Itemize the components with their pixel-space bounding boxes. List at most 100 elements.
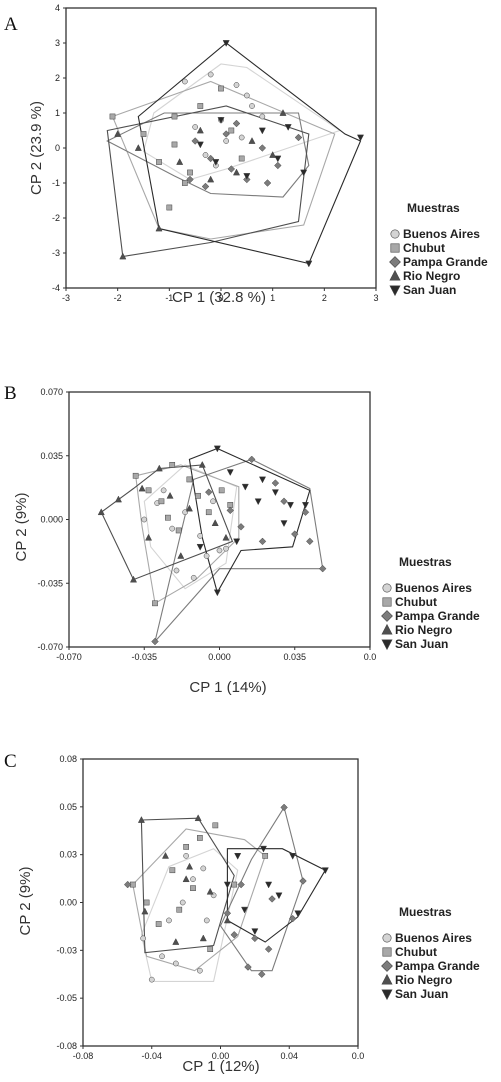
panel-b-point-san-juan xyxy=(213,445,221,453)
panel-a-point-rio-negro xyxy=(134,144,142,151)
panel-c-point-rio-negro xyxy=(182,875,190,883)
panel-a-point-pampa-grande xyxy=(258,144,267,152)
panel-b-x-tick-label: 0.035 xyxy=(283,652,306,662)
panel-b-point-pampa-grande xyxy=(237,523,245,531)
panel-a-y-tick-label: 3 xyxy=(55,38,60,48)
panel-c-legend-label-pampa-grande: Pampa Grande xyxy=(395,959,480,973)
panel-b-y-tick-label: 0.000 xyxy=(40,515,63,525)
panel-a-point-rio-negro xyxy=(269,151,277,158)
panel-a-point-buenos-aires xyxy=(181,78,188,85)
panel-b-point-rio-negro xyxy=(129,575,138,583)
panel-a-point-buenos-aires xyxy=(202,152,209,158)
panel-a-legend-label-san-juan: San Juan xyxy=(403,283,456,297)
panel-c-point-chubut xyxy=(212,822,219,829)
panel-b-y-tick-label: -0.035 xyxy=(37,578,63,588)
panel-c-point-san-juan xyxy=(289,853,297,860)
panel-a-point-rio-negro xyxy=(232,168,241,176)
panel-b-point-chubut xyxy=(218,487,225,494)
panel-b-point-rio-negro xyxy=(166,491,174,499)
panel-a-point-pampa-grande xyxy=(274,161,282,170)
panel-a-point-rio-negro xyxy=(119,252,127,260)
panel-a-point-rio-negro xyxy=(207,175,215,183)
panel-b-point-buenos-aires xyxy=(216,547,223,554)
panel-c-label: C xyxy=(4,751,17,772)
panel-c-point-buenos-aires xyxy=(172,960,179,967)
panel-c-plot-frame xyxy=(82,758,359,1047)
panel-b-legend-label-buenos-aires: Buenos Aires xyxy=(395,581,472,595)
panel-b-point-buenos-aires xyxy=(223,545,229,552)
panel-b-y-tick-label: 0.035 xyxy=(40,451,63,461)
panel-a-legend-label-rio-negro: Rio Negro xyxy=(403,269,460,283)
panel-c-point-san-juan xyxy=(259,845,268,853)
panel-b-point-buenos-aires xyxy=(141,516,148,523)
panel-b-plot-frame xyxy=(68,391,371,648)
panel-c-point-rio-negro xyxy=(137,816,145,823)
panel-c-point-buenos-aires xyxy=(183,853,189,859)
panel-c-point-pampa-grande xyxy=(244,963,252,971)
panel-b-point-san-juan xyxy=(254,498,262,506)
panel-b-chart: -0.070 -0.035 0.000 0.035 0.0 0.070 0.035 0.000… xyxy=(37,387,376,662)
panel-b-y-axis-title: CP 2 (9%) xyxy=(13,493,30,562)
panel-c-x-tick-label: -0.04 xyxy=(141,1051,162,1061)
panel-c-point-rio-negro xyxy=(206,887,214,895)
panel-c-point-san-juan xyxy=(223,881,231,889)
panel-b-point-san-juan xyxy=(280,520,288,528)
panel-b-point-san-juan xyxy=(196,543,204,551)
panel-a-legend-marker-pampa-grande xyxy=(389,256,401,268)
panel-b-point-pampa-grande xyxy=(280,497,288,506)
panel-c-x-tick-label: 0.04 xyxy=(280,1051,298,1061)
panel-b-point-san-juan xyxy=(241,483,249,491)
panel-a-legend-label-buenos-aires: Buenos Aires xyxy=(403,227,480,241)
panel-a-legend-marker-san-juan xyxy=(389,285,401,297)
panel-a-y-tick-label: -2 xyxy=(52,213,60,223)
panel-b-point-buenos-aires xyxy=(173,567,180,574)
panel-b-hull-pampa-grande xyxy=(154,458,324,642)
panel-c-point-pampa-grande xyxy=(299,877,307,885)
panel-b-legend-marker-san-juan xyxy=(381,639,393,651)
panel-b-point-rio-negro xyxy=(145,533,153,541)
panel-b-hull-san-juan xyxy=(188,447,311,594)
panel-c-hull-chubut xyxy=(132,828,266,972)
panel-a-point-chubut xyxy=(171,141,178,148)
panel-b-point-buenos-aires xyxy=(203,553,210,559)
panel-b-legend-label-rio-negro: Rio Negro xyxy=(395,623,452,637)
panel-c-legend-label-chubut: Chubut xyxy=(395,945,437,959)
panel-c-point-chubut xyxy=(169,867,176,874)
panel-c-point-chubut xyxy=(183,844,189,850)
panel-c-point-pampa-grande xyxy=(280,803,288,812)
panel-a-point-pampa-grande xyxy=(222,130,230,138)
panel-c-point-san-juan xyxy=(275,892,283,900)
panel-a-point-pampa-grande xyxy=(294,133,303,142)
panel-a-point-pampa-grande xyxy=(263,179,272,187)
panel-b-point-pampa-grande xyxy=(248,455,256,464)
panel-a-label: A xyxy=(4,14,18,35)
panel-c-x-tick-label: 0.00 xyxy=(212,1051,230,1061)
panel-c-point-pampa-grande xyxy=(268,895,276,903)
panel-a-point-chubut xyxy=(238,155,245,162)
panel-a-point-san-juan xyxy=(243,173,251,180)
panel-b-point-pampa-grande xyxy=(205,488,213,496)
panel-b-hull-buenos-aires xyxy=(143,464,238,590)
panel-b-point-san-juan xyxy=(286,502,294,509)
panel-c-point-buenos-aires xyxy=(179,899,186,906)
panel-c-point-buenos-aires xyxy=(159,953,165,960)
panel-a-y-tick-label: -4 xyxy=(52,283,60,293)
panel-a-point-san-juan xyxy=(274,155,282,163)
panel-c-point-rio-negro xyxy=(186,862,194,870)
panel-b-label: B xyxy=(4,383,17,404)
panel-a-point-chubut xyxy=(197,103,204,109)
panel-b-point-pampa-grande xyxy=(226,506,234,515)
panel-a-point-pampa-grande xyxy=(186,175,194,184)
panel-a-point-chubut xyxy=(171,113,178,120)
panel-b-point-rio-negro xyxy=(138,484,146,492)
panel-a-point-buenos-aires xyxy=(207,71,214,78)
panel-a-point-san-juan xyxy=(356,134,365,142)
panel-a-point-chubut xyxy=(228,127,235,134)
panel-b-legend-label-pampa-grande: Pampa Grande xyxy=(395,609,480,623)
panel-b-point-san-juan xyxy=(233,538,241,546)
panel-a-point-chubut xyxy=(156,159,162,165)
panel-a-point-pampa-grande xyxy=(191,137,199,145)
panel-c-y-tick-label: -0.08 xyxy=(56,1041,77,1051)
panel-a-x-tick-label: 0 xyxy=(218,293,223,303)
